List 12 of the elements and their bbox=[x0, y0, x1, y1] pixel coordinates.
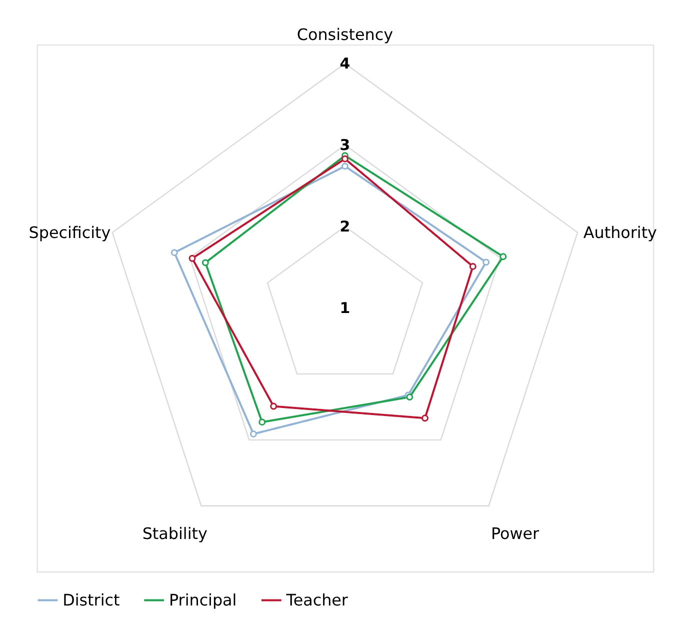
spoke-label: Consistency bbox=[296, 24, 394, 44]
y-tick-label: 1 bbox=[340, 298, 350, 317]
y-tick-label: 3 bbox=[340, 136, 350, 154]
legend-label: Principal bbox=[169, 590, 237, 610]
spoke-label: Stability bbox=[142, 524, 208, 543]
spoke-label: Power bbox=[491, 524, 540, 543]
y-tick-label: 4 bbox=[340, 54, 350, 72]
spoke-label: Authority bbox=[583, 223, 657, 242]
spoke-label: Specificity bbox=[28, 223, 111, 242]
legend-label: Teacher bbox=[285, 590, 348, 610]
y-tick-label: 2 bbox=[340, 217, 350, 236]
legend-label: District bbox=[62, 590, 120, 610]
